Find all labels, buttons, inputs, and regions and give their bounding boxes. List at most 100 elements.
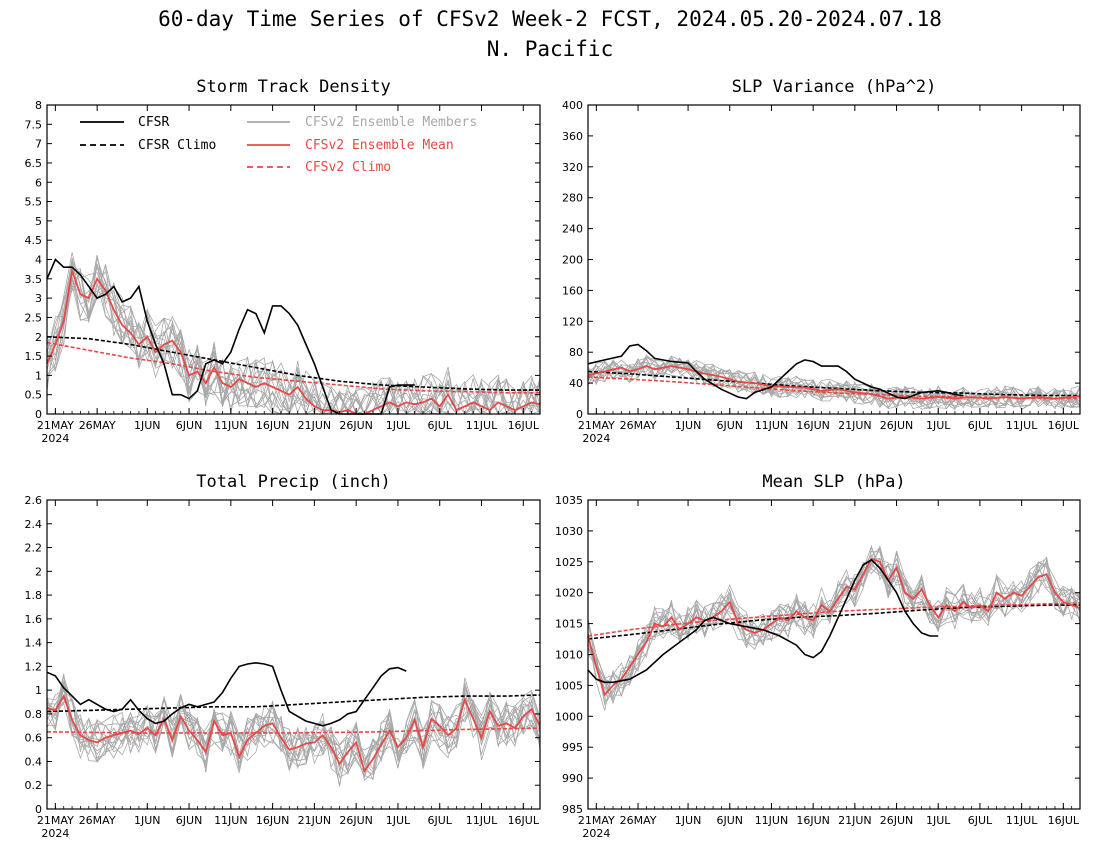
x-tick-label: 1JUL xyxy=(926,419,951,432)
y-tick-label: 990 xyxy=(562,772,583,785)
y-tick-label: 0 xyxy=(576,408,583,421)
x-year-label: 2024 xyxy=(41,432,69,445)
y-tick-label: 2.2 xyxy=(25,542,43,555)
y-tick-label: 1.2 xyxy=(25,660,43,673)
x-tick-label: 21MAY xyxy=(37,814,74,827)
x-tick-label: 6JUN xyxy=(176,814,203,827)
y-tick-label: 1010 xyxy=(555,649,583,662)
mean-slp-panel: Mean SLP (hPa) 985 990 995 1000 1005 1010 1015 1… xyxy=(555,472,1081,840)
x-tick-label: 16JUN xyxy=(256,419,290,432)
y-tick-label: 1 xyxy=(35,369,42,382)
x-tick-label: 11JUL xyxy=(466,419,498,432)
series-line-cfsr-climo xyxy=(46,336,540,391)
slp-variance-panel: SLP Variance (hPa^2) 0 40 80 120 160 200 240 280… xyxy=(562,77,1081,445)
series-line-ens-mean xyxy=(587,365,1081,400)
x-tick-label: 21JUN xyxy=(838,814,872,827)
series-line-cfsv2-climo xyxy=(46,341,540,394)
series-line-ens-mean xyxy=(587,557,1081,697)
x-tick-label: 6JUN xyxy=(716,419,743,432)
series-line-cfsr xyxy=(46,661,407,727)
x-tick-label: 26JUN xyxy=(880,814,914,827)
y-tick-label: 0.6 xyxy=(25,732,43,745)
ensemble-member-line xyxy=(46,674,541,785)
x-tick-label: 6JUL xyxy=(968,419,993,432)
x-tick-label: 6JUL xyxy=(428,814,453,827)
panel-title: SLP Variance (hPa^2) xyxy=(732,77,937,97)
x-tick-label: 26JUN xyxy=(339,814,373,827)
y-tick-label: 320 xyxy=(562,161,583,174)
y-tick-label: 0 xyxy=(35,803,42,816)
x-tick-label: 6JUL xyxy=(428,419,453,432)
x-tick-label: 16JUN xyxy=(796,419,830,432)
x-tick-label: 16JUL xyxy=(508,419,540,432)
y-tick-label: 400 xyxy=(562,99,583,112)
series-line-ens-mean xyxy=(46,693,541,774)
y-tick-label: 1025 xyxy=(555,556,583,569)
ensemble-members xyxy=(587,354,1081,411)
legend: CFSR CFSR Climo CFSv2 Ensemble Members C… xyxy=(80,115,477,175)
y-tick-label: 1030 xyxy=(555,525,583,538)
ensemble-member-line xyxy=(46,255,540,416)
y-tick-label: 6 xyxy=(35,176,42,189)
x-tick-label: 16JUL xyxy=(508,814,540,827)
y-tick-label: 160 xyxy=(562,284,583,297)
x-tick-label: 26JUN xyxy=(339,419,373,432)
x-tick-label: 26MAY xyxy=(620,814,657,827)
x-tick-label: 16JUL xyxy=(1048,419,1080,432)
ensemble-member-line xyxy=(46,257,541,415)
x-tick-label: 1JUL xyxy=(386,419,411,432)
x-tick-label: 16JUN xyxy=(256,814,290,827)
x-tick-label: 21MAY xyxy=(578,419,615,432)
plot-frame xyxy=(587,499,1081,810)
y-tick-label: 2.6 xyxy=(25,494,43,507)
x-tick-label: 26JUN xyxy=(880,419,914,432)
ensemble-member-line xyxy=(587,354,1081,410)
y-tick-label: 1035 xyxy=(555,494,583,507)
y-tick-label: 1.6 xyxy=(25,613,43,626)
y-tick-label: 0.8 xyxy=(25,708,43,721)
x-tick-label: 21MAY xyxy=(578,814,615,827)
series-line-ens-mean xyxy=(46,267,541,415)
x-year-label: 2024 xyxy=(582,827,610,840)
y-tick-label: 6.5 xyxy=(25,157,43,170)
legend-cfsv2-climo-label: CFSv2 Climo xyxy=(305,160,391,175)
y-tick-label: 240 xyxy=(562,223,583,236)
panel-title: Mean SLP (hPa) xyxy=(762,472,905,492)
ensemble-member-line xyxy=(587,544,1081,702)
x-tick-label: 1JUN xyxy=(675,419,702,432)
y-tick-label: 2 xyxy=(35,565,42,578)
figure-title: 60-day Time Series of CFSv2 Week-2 FCST,… xyxy=(158,7,942,31)
x-tick-label: 26MAY xyxy=(79,419,116,432)
x-year-label: 2024 xyxy=(582,432,610,445)
ensemble-member-line xyxy=(46,691,541,772)
y-tick-label: 5 xyxy=(35,215,42,228)
y-tick-label: 4 xyxy=(35,254,42,267)
y-tick-label: 0.2 xyxy=(25,779,43,792)
x-tick-label: 26MAY xyxy=(620,419,657,432)
series-line-cfsv2-climo xyxy=(587,602,1081,637)
total-precip-panel: Total Precip (inch) 0 0.2 0.4 0.6 0.8 1 1.2 1.4 1… xyxy=(25,472,541,840)
y-tick-label: 0 xyxy=(35,408,42,421)
y-tick-label: 985 xyxy=(562,803,583,816)
ensemble-member-line xyxy=(587,563,1081,699)
x-tick-label: 11JUN xyxy=(214,419,248,432)
legend-cfsr-label: CFSR xyxy=(138,115,169,130)
x-tick-label: 16JUL xyxy=(1048,814,1080,827)
x-tick-label: 11JUN xyxy=(214,814,248,827)
panel-title: Total Precip (inch) xyxy=(196,472,390,492)
ensemble-member-line xyxy=(46,674,541,773)
y-tick-label: 120 xyxy=(562,315,583,328)
y-tick-label: 4.5 xyxy=(25,234,43,247)
y-tick-label: 1015 xyxy=(555,618,583,631)
x-tick-label: 6JUL xyxy=(968,814,993,827)
x-tick-label: 11JUL xyxy=(466,814,498,827)
y-tick-label: 1005 xyxy=(555,679,583,692)
y-tick-label: 40 xyxy=(569,377,583,390)
plot-frame xyxy=(46,104,541,415)
x-tick-label: 21MAY xyxy=(37,419,74,432)
panel-title: Storm Track Density xyxy=(196,77,390,97)
x-tick-label: 1JUN xyxy=(134,419,161,432)
ensemble-members xyxy=(46,673,541,787)
y-tick-label: 200 xyxy=(562,254,583,267)
storm-track-density-panel: Storm Track Density 0 0.5 1 1.5 2 2.5 3 3.5 4 4.5 5… xyxy=(25,77,541,445)
